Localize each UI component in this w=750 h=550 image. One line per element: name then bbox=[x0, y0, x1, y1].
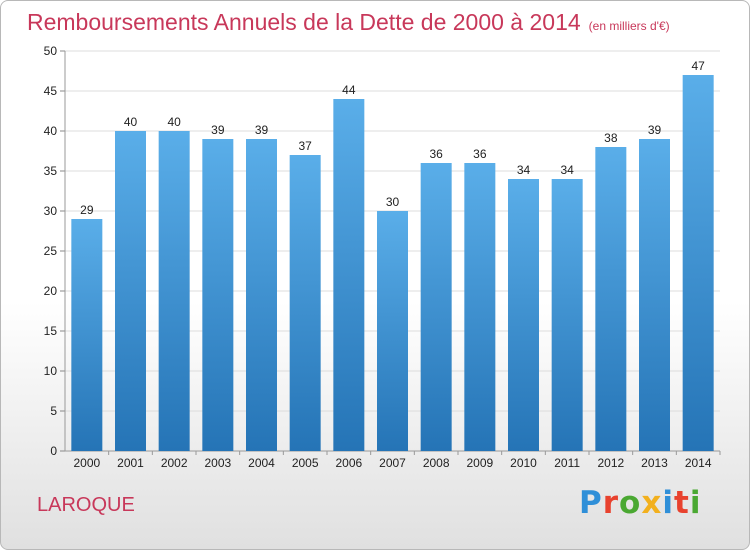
commune-name: LAROQUE bbox=[37, 494, 135, 516]
logo-letter: i bbox=[689, 485, 702, 521]
value-label: 36 bbox=[429, 147, 443, 161]
value-label: 34 bbox=[560, 163, 574, 177]
bar bbox=[115, 131, 146, 451]
bar bbox=[246, 139, 277, 451]
proxiti-logo: Proxiti bbox=[579, 485, 701, 521]
chart-title-text: Remboursements Annuels de la Dette de 20… bbox=[27, 9, 581, 35]
x-tick-label: 2013 bbox=[641, 456, 668, 470]
logo-letter: i bbox=[662, 485, 674, 521]
value-label: 34 bbox=[517, 163, 531, 177]
x-tick-label: 2002 bbox=[161, 456, 188, 470]
bar bbox=[551, 179, 583, 451]
bar bbox=[158, 131, 190, 451]
y-tick-label: 10 bbox=[44, 364, 58, 378]
bar bbox=[71, 219, 103, 451]
y-tick-label: 20 bbox=[44, 284, 58, 298]
y-tick-labels: 0 5 10 15 20 25 30 35 40 45 50 bbox=[44, 44, 58, 458]
x-tick-label: 2010 bbox=[510, 456, 537, 470]
value-label: 36 bbox=[473, 147, 487, 161]
x-tick-label: 2003 bbox=[204, 456, 231, 470]
logo-letter: x bbox=[641, 485, 663, 521]
y-tick-label: 5 bbox=[50, 404, 57, 418]
x-tick-label: 2000 bbox=[73, 456, 100, 470]
y-tick-label: 25 bbox=[44, 244, 58, 258]
bar bbox=[333, 99, 365, 451]
value-label: 39 bbox=[255, 123, 269, 137]
y-tick-label: 30 bbox=[44, 204, 58, 218]
value-label: 39 bbox=[211, 123, 225, 137]
bar bbox=[289, 155, 321, 451]
bar bbox=[508, 179, 539, 451]
chart-unit: (en milliers d'€) bbox=[588, 19, 670, 33]
value-label: 39 bbox=[648, 123, 662, 137]
bar bbox=[420, 163, 452, 451]
bars bbox=[71, 75, 714, 451]
value-label: 29 bbox=[80, 203, 94, 217]
x-tick-label: 2011 bbox=[554, 456, 580, 470]
logo-letter: o bbox=[619, 485, 642, 521]
x-tick-label: 2005 bbox=[292, 456, 319, 470]
value-label: 38 bbox=[604, 131, 618, 145]
logo-letter: r bbox=[602, 485, 620, 521]
value-label: 44 bbox=[342, 83, 356, 97]
value-label: 30 bbox=[386, 195, 400, 209]
bar bbox=[464, 163, 496, 451]
x-tick-label: 2004 bbox=[248, 456, 275, 470]
y-tick-label: 35 bbox=[44, 164, 58, 178]
x-tick-label: 2009 bbox=[466, 456, 493, 470]
x-tick-label: 2014 bbox=[685, 456, 712, 470]
x-tick-labels: 2000 2001 2002 2003 2004 2005 2006 2007 2008 2009… bbox=[73, 456, 711, 470]
y-tick-label: 45 bbox=[44, 84, 58, 98]
x-tick-label: 2008 bbox=[423, 456, 450, 470]
y-tick-label: 0 bbox=[50, 444, 57, 458]
logo-letter: t bbox=[673, 485, 690, 521]
value-label: 40 bbox=[124, 115, 138, 129]
bar bbox=[202, 139, 234, 451]
bar bbox=[377, 211, 408, 451]
value-label: 47 bbox=[691, 59, 705, 73]
bar bbox=[639, 139, 670, 451]
x-tick-label: 2006 bbox=[335, 456, 362, 470]
x-tick-label: 2007 bbox=[379, 456, 406, 470]
value-labels: 29 40 40 39 39 37 44 30 36 36 34 34 38 39 47 bbox=[80, 59, 705, 217]
value-label: 40 bbox=[167, 115, 181, 129]
bar bbox=[682, 75, 714, 451]
x-tick-label: 2012 bbox=[597, 456, 624, 470]
y-tick-label: 50 bbox=[44, 44, 58, 58]
y-tick-label: 40 bbox=[44, 124, 58, 138]
value-label: 37 bbox=[298, 139, 312, 153]
x-tick-label: 2001 bbox=[117, 456, 144, 470]
logo-letter: P bbox=[579, 485, 603, 521]
chart-title: Remboursements Annuels de la Dette de 20… bbox=[27, 9, 670, 36]
bar bbox=[595, 147, 627, 451]
y-tick-label: 15 bbox=[44, 324, 58, 338]
